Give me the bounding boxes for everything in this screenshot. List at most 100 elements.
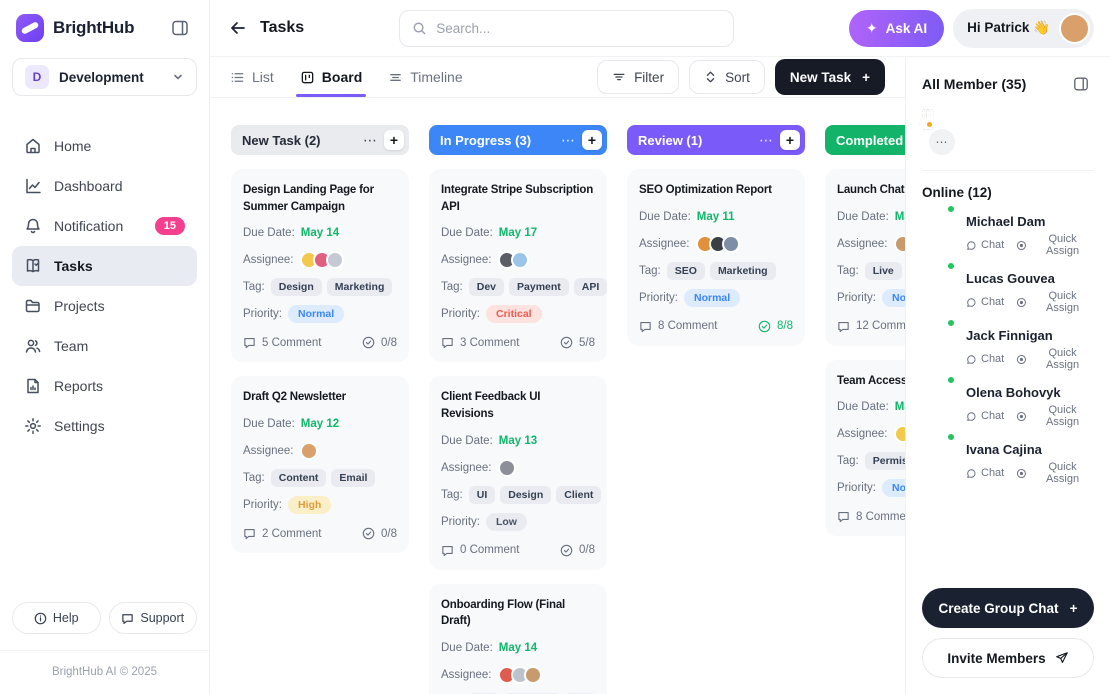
chat-button[interactable]: Chat bbox=[966, 404, 1004, 428]
column-title: Review (1) bbox=[638, 132, 703, 148]
support-button[interactable]: Support bbox=[108, 602, 197, 634]
sidebar-item-projects[interactable]: Projects bbox=[12, 286, 197, 326]
topbar: Tasks ✦ Ask AI Hi Patrick 👋 bbox=[210, 0, 1110, 57]
quick-assign-button[interactable]: Quick Assign bbox=[1016, 404, 1094, 428]
tab-board[interactable]: Board bbox=[295, 57, 367, 97]
invite-members-button[interactable]: Invite Members bbox=[922, 638, 1094, 678]
task-card[interactable]: Team Access P Due Date: May Assignee: bbox=[825, 359, 905, 537]
member-avatar-row bbox=[917, 109, 1094, 130]
column-add-task-button[interactable]: + bbox=[384, 130, 404, 150]
info-icon bbox=[34, 612, 47, 624]
more-members-button[interactable]: ⋯ bbox=[929, 129, 955, 155]
task-card[interactable]: Onboarding Flow (Final Draft) Due Date: … bbox=[429, 583, 607, 694]
search-input-wrap[interactable] bbox=[399, 9, 735, 47]
team-icon bbox=[24, 337, 42, 355]
kanban-column: New Task (2) ⋯ + Design Landing Page for… bbox=[231, 125, 409, 554]
priority-pill: Normal bbox=[881, 479, 905, 498]
plus-icon: + bbox=[1069, 600, 1078, 616]
column-menu-icon[interactable]: ⋯ bbox=[759, 132, 774, 148]
tag-pill: Email bbox=[331, 469, 376, 488]
comment-icon bbox=[244, 529, 255, 540]
sidebar-nav: Home Dashboard Notification 15 Tasks Pro… bbox=[0, 126, 209, 446]
sidebar-item-settings[interactable]: Settings bbox=[12, 406, 197, 446]
task-card[interactable]: Integrate Stripe Subscription API Due Da… bbox=[429, 169, 608, 363]
search-input[interactable] bbox=[436, 20, 722, 36]
sidebar-item-notification[interactable]: Notification 15 bbox=[12, 206, 197, 246]
filter-label: Filter bbox=[634, 69, 665, 85]
due-date-label: Due Date: bbox=[837, 401, 889, 414]
divider bbox=[922, 170, 1094, 171]
task-card[interactable]: Client Feedback UI Revisions Due Date: M… bbox=[429, 376, 607, 570]
tab-timeline[interactable]: Timeline bbox=[388, 57, 463, 97]
task-card[interactable]: SEO Optimization Report Due Date: May 11… bbox=[627, 169, 805, 346]
sidebar-toggle-icon[interactable] bbox=[167, 15, 193, 41]
subtask-progress: 0/8 bbox=[560, 544, 595, 557]
chat-icon bbox=[967, 411, 976, 421]
home-icon bbox=[24, 137, 42, 155]
subtask-progress: 0/8 bbox=[362, 336, 397, 349]
sidebar-item-label: Notification bbox=[54, 218, 124, 234]
page-title: Tasks bbox=[260, 19, 305, 36]
ask-ai-button[interactable]: ✦ Ask AI bbox=[848, 9, 945, 47]
avatar bbox=[893, 234, 905, 253]
support-chat-icon bbox=[122, 613, 134, 624]
column-menu-icon[interactable]: ⋯ bbox=[561, 132, 576, 148]
comment-icon bbox=[442, 545, 453, 556]
quick-assign-button[interactable]: Quick Assign bbox=[1016, 461, 1094, 485]
logo-row: BrightHub bbox=[0, 0, 209, 54]
sidebar-item-reports[interactable]: Reports bbox=[12, 366, 197, 406]
assignee-avatars bbox=[893, 234, 905, 253]
tab-list[interactable]: List bbox=[230, 57, 274, 97]
create-group-chat-button[interactable]: Create Group Chat + bbox=[922, 588, 1094, 628]
member-row: Jack Finnigan Chat Quick Assign bbox=[922, 318, 1094, 371]
tag-pill: Live bbox=[864, 261, 902, 280]
comment-count: 3 Comment bbox=[441, 336, 519, 349]
sidebar-item-dashboard[interactable]: Dashboard bbox=[12, 166, 197, 206]
column-header: Review (1) ⋯ + bbox=[627, 125, 805, 155]
chat-button[interactable]: Chat bbox=[966, 290, 1004, 314]
chat-button[interactable]: Chat bbox=[966, 461, 1004, 485]
assignee-avatars bbox=[299, 442, 318, 461]
task-card[interactable]: Draft Q2 Newsletter Due Date: May 12 Ass… bbox=[231, 376, 409, 554]
workspace-selector[interactable]: D Development bbox=[12, 58, 197, 96]
avatar bbox=[721, 234, 740, 253]
sort-button[interactable]: Sort bbox=[689, 60, 765, 94]
back-button[interactable] bbox=[224, 14, 252, 42]
quick-assign-button[interactable]: Quick Assign bbox=[1016, 347, 1094, 371]
assignee-avatars bbox=[695, 234, 740, 253]
task-card[interactable]: Design Landing Page for Summer Campaign … bbox=[231, 169, 409, 363]
avatar bbox=[299, 442, 318, 461]
priority-pill: Normal bbox=[287, 305, 345, 324]
members-panel: All Member (35) bbox=[905, 57, 1110, 694]
sort-label: Sort bbox=[725, 69, 750, 85]
sidebar-item-team[interactable]: Team bbox=[12, 326, 197, 366]
chat-button[interactable]: Chat bbox=[966, 347, 1004, 371]
filter-button[interactable]: Filter bbox=[597, 60, 680, 94]
chat-button[interactable]: Chat bbox=[966, 233, 1004, 257]
quick-assign-button[interactable]: Quick Assign bbox=[1016, 233, 1094, 257]
quick-assign-icon bbox=[1017, 468, 1027, 478]
priority-pill: Critical bbox=[485, 305, 542, 324]
sidebar-item-tasks[interactable]: Tasks bbox=[12, 246, 197, 286]
member-name: Lucas Gouvea bbox=[966, 271, 1055, 286]
tag-pill: Client bbox=[556, 485, 602, 504]
comment-icon bbox=[838, 512, 849, 523]
panel-toggle-icon[interactable] bbox=[1068, 71, 1094, 97]
column-add-task-button[interactable]: + bbox=[582, 130, 602, 150]
avatar bbox=[893, 425, 905, 444]
help-button[interactable]: Help bbox=[12, 602, 101, 634]
tag-pill: API bbox=[573, 278, 608, 297]
sidebar-item-home[interactable]: Home bbox=[12, 126, 197, 166]
column-menu-icon[interactable]: ⋯ bbox=[363, 132, 378, 148]
comment-count: 8 Comment bbox=[639, 320, 717, 333]
new-task-label: New Task bbox=[789, 69, 852, 85]
due-date-value: May bbox=[894, 210, 905, 223]
task-card[interactable]: Launch Chat S Due Date: May Assignee: bbox=[825, 169, 905, 346]
new-task-button[interactable]: New Task + bbox=[774, 59, 885, 95]
column-add-task-button[interactable]: + bbox=[780, 130, 800, 150]
user-greeting-button[interactable]: Hi Patrick 👋 bbox=[953, 8, 1094, 48]
member-avatar[interactable] bbox=[925, 109, 934, 130]
quick-assign-button[interactable]: Quick Assign bbox=[1016, 290, 1094, 314]
tag-list: Content Email bbox=[270, 469, 376, 488]
tag-list: Design Marketing bbox=[270, 278, 393, 297]
